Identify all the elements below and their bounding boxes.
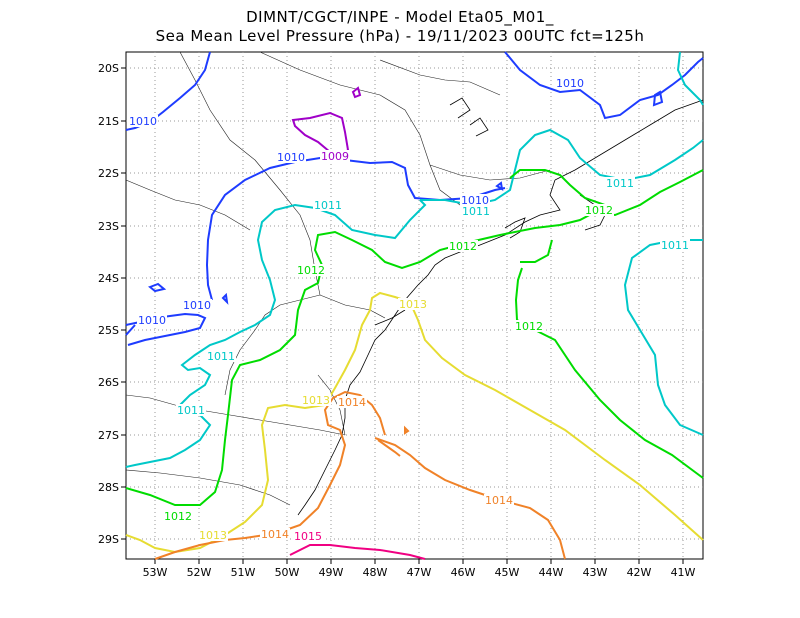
contour-label: 1011: [207, 350, 235, 363]
lon-label: 45W: [495, 566, 520, 579]
contour-label: 1014: [338, 396, 366, 409]
contour-label-group: 1010: [460, 194, 490, 207]
map-title-line-1: DIMNT/CGCT/INPE - Model Eta05_M01_: [246, 8, 554, 26]
contour-1015: [289, 544, 426, 560]
lon-label: 46W: [451, 566, 476, 579]
contour-label: 1010: [277, 151, 305, 164]
contour-label-group: 1009: [320, 150, 350, 163]
contour-label-group: 1011: [206, 350, 236, 363]
lat-label: 26S: [98, 376, 119, 389]
lat-label: 24S: [98, 272, 119, 285]
contour-label-group: 1012: [296, 264, 326, 277]
contour-label: 1012: [585, 204, 613, 217]
contour-label: 1013: [302, 394, 330, 407]
contour-label-group: 1014: [337, 396, 367, 409]
contour-1013: [125, 291, 704, 554]
contour-label: 1014: [485, 494, 513, 507]
contour-label-group: 1011: [660, 239, 690, 252]
contour-label: 1011: [606, 177, 634, 190]
contour-label-group: 1012: [514, 320, 544, 333]
lon-label: 44W: [539, 566, 564, 579]
contour-label: 1011: [314, 199, 342, 212]
contour-label: 1012: [515, 320, 543, 333]
contour-label: 1011: [462, 205, 490, 218]
contour-label: 1010: [556, 77, 584, 90]
lon-label: 49W: [319, 566, 344, 579]
contour-label-group: 1014: [484, 494, 514, 507]
contour-label: 1012: [449, 240, 477, 253]
contour-label-group: 1010: [128, 115, 158, 128]
latitude-labels: 20S 21S 22S 23S 24S 25S 26S 27S 28S 29S: [98, 62, 119, 546]
longitude-labels: 53W 52W 51W 50W 49W 48W 47W 46W 45W 44W …: [143, 566, 696, 579]
contour-label-group: 1010: [137, 314, 167, 327]
contour-labels: 1009 1010 1010 1010 1010 1010 1010 1011 …: [128, 77, 690, 543]
lat-label: 28S: [98, 481, 119, 494]
grid: [126, 52, 703, 559]
contour-label: 1014: [261, 528, 289, 541]
contour-label-group: 1014: [260, 528, 290, 541]
contour-label-group: 1011: [176, 404, 206, 417]
contour-label-group: 1010: [276, 151, 306, 164]
contour-label: 1012: [164, 510, 192, 523]
lat-label: 29S: [98, 533, 119, 546]
lon-label: 50W: [275, 566, 300, 579]
contour-label-group: 1010: [182, 299, 212, 312]
lon-label: 52W: [187, 566, 212, 579]
lat-label: 22S: [98, 167, 119, 180]
tick-marks: [121, 67, 684, 564]
contour-label-group: 1013: [398, 298, 428, 311]
lon-label: 47W: [407, 566, 432, 579]
contour-label-group: 1012: [584, 204, 614, 217]
lon-label: 43W: [583, 566, 608, 579]
contour-label: 1015: [294, 530, 322, 543]
contour-label: 1011: [661, 239, 689, 252]
contour-label-group: 1011: [605, 177, 635, 190]
state-borders: [125, 51, 551, 506]
contour-label-group: 1012: [448, 240, 478, 253]
contour-label-group: 1011: [313, 199, 343, 212]
contour-label: 1010: [461, 194, 489, 207]
contour-1014: [154, 390, 566, 560]
contour-label-group: 1013: [198, 529, 228, 542]
contour-label: 1013: [399, 298, 427, 311]
contour-label: 1009: [321, 150, 349, 163]
lon-label: 48W: [363, 566, 388, 579]
contour-label-group: 1010: [555, 77, 585, 90]
lon-label: 42W: [627, 566, 652, 579]
contour-label: 1013: [199, 529, 227, 542]
contour-label-group: 1015: [293, 530, 323, 543]
lat-label: 25S: [98, 324, 119, 337]
lat-label: 27S: [98, 429, 119, 442]
lon-label: 51W: [231, 566, 256, 579]
contour-label-group: 1012: [163, 510, 193, 523]
contour-label-group: 1013: [301, 394, 331, 407]
contour-label: 1011: [177, 404, 205, 417]
contour-label: 1010: [183, 299, 211, 312]
lat-label: 21S: [98, 115, 119, 128]
map-title-line-2: Sea Mean Level Pressure (hPa) - 19/11/20…: [155, 27, 645, 45]
lon-label: 41W: [671, 566, 696, 579]
lat-label: 23S: [98, 220, 119, 233]
contour-label: 1010: [138, 314, 166, 327]
lat-label: 20S: [98, 62, 119, 75]
contour-label-group: 1011: [461, 205, 491, 218]
contour-label: 1012: [297, 264, 325, 277]
lon-label: 53W: [143, 566, 168, 579]
contour-label: 1010: [129, 115, 157, 128]
